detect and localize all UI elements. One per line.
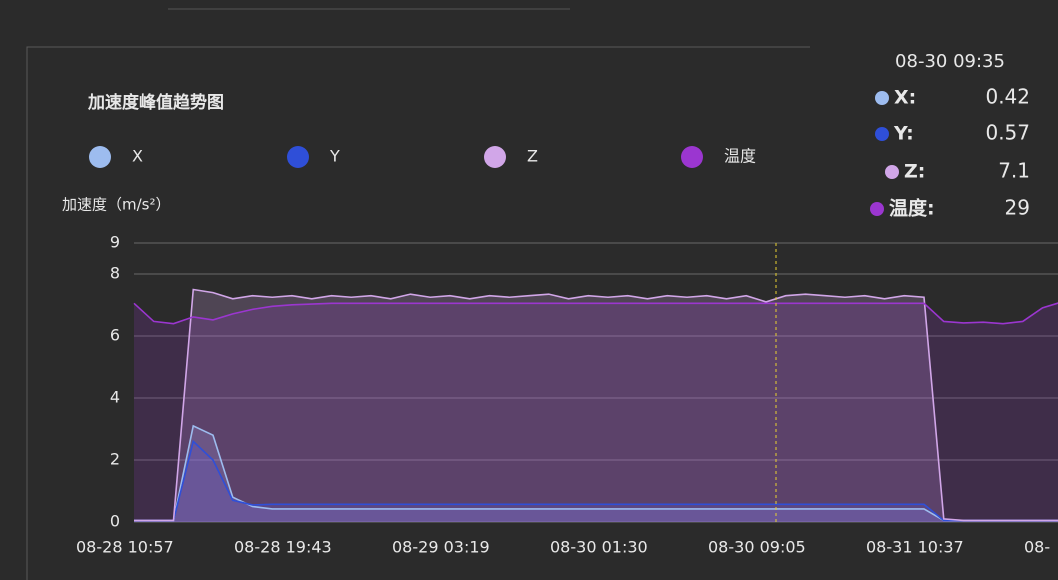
x-tick-label: 08-28 19:43 xyxy=(234,538,332,557)
tooltip-time: 08-30 09:35 xyxy=(895,51,1005,72)
tooltip-label: Y: xyxy=(893,123,914,145)
y-tick-label: 9 xyxy=(110,233,120,252)
x-tick-label: 08-28 10:57 xyxy=(76,538,174,557)
tooltip-label: X: xyxy=(894,87,916,109)
legend-swatch xyxy=(681,146,703,168)
legend-swatch xyxy=(89,146,111,168)
x-tick-label: 08-30 01:30 xyxy=(550,538,648,557)
tooltip-swatch xyxy=(875,91,889,105)
tooltip-box xyxy=(810,45,1058,241)
plot: 0 2 4 6 8 9 08-28 10:57 08-28 19:43 08-29 03:19 0… xyxy=(76,233,1058,557)
y-tick-label: 6 xyxy=(110,326,120,345)
series-line xyxy=(134,439,1058,522)
tooltip-label: 温度: xyxy=(889,197,935,220)
area-fill xyxy=(134,425,1058,522)
x-tick-label: 08-31 10:37 xyxy=(866,538,964,557)
legend-label: Y xyxy=(329,147,340,166)
x-tick-label: 08-30 09:05 xyxy=(708,538,806,557)
y-tick-label: 8 xyxy=(110,264,120,283)
legend-swatch xyxy=(484,146,506,168)
legend-label: Z xyxy=(527,147,538,166)
tooltip-value: 0.57 xyxy=(985,121,1030,145)
y-axis-label: 加速度（m/s²） xyxy=(62,196,171,214)
tooltip-label: Z: xyxy=(904,161,925,183)
tooltip-swatch xyxy=(885,165,899,179)
tooltip-swatch xyxy=(875,127,889,141)
y-tick-label: 0 xyxy=(110,512,120,531)
area-fill xyxy=(134,303,1058,522)
tooltip-value: 7.1 xyxy=(998,159,1030,183)
series-line xyxy=(133,302,1058,325)
x-tick-label: 08-29 03:19 xyxy=(392,538,490,557)
tooltip-swatch xyxy=(870,202,884,216)
x-tick-label: 08- xyxy=(1024,538,1050,557)
series-line xyxy=(134,424,1058,522)
tooltip-value: 29 xyxy=(1005,196,1030,220)
area-fill xyxy=(134,289,1058,522)
chart-title: 加速度峰值趋势图 xyxy=(87,92,224,113)
y-tick-label: 2 xyxy=(110,450,120,469)
legend-swatch xyxy=(287,146,309,168)
y-tick-label: 4 xyxy=(110,388,120,407)
panel xyxy=(26,46,1058,580)
tooltip-value: 0.42 xyxy=(985,85,1030,109)
area-fill xyxy=(134,441,1058,522)
legend-label: X xyxy=(132,147,143,166)
legend-label: 温度 xyxy=(724,147,756,166)
series-line xyxy=(134,288,1058,522)
